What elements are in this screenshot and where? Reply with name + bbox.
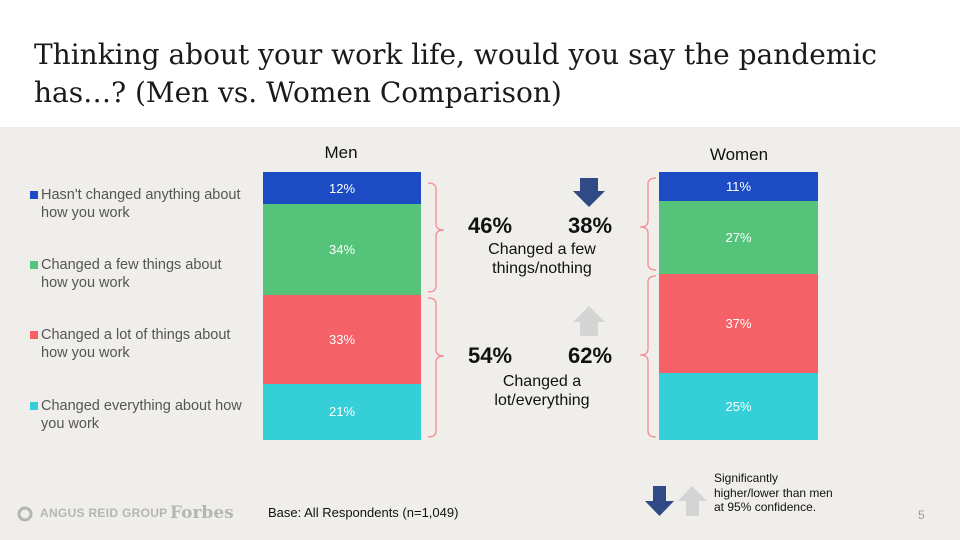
page-number: 5 xyxy=(918,508,925,522)
group2-label-line1: Changed a xyxy=(502,373,582,390)
men-bracket-bottom xyxy=(427,297,445,438)
data-label: 34% xyxy=(328,242,356,258)
data-label: 21% xyxy=(328,404,356,420)
women-bracket-bottom xyxy=(639,275,657,438)
bar-segment: 21% xyxy=(263,383,421,440)
arrow-up-icon xyxy=(573,306,605,336)
bar-segment: 34% xyxy=(263,204,421,296)
forbes-logo: Forbes xyxy=(170,503,234,523)
bar-segment: 11% xyxy=(659,172,818,202)
group2-label: Changed a lot/everything xyxy=(462,372,622,410)
data-label: 27% xyxy=(725,230,752,246)
legend-swatch xyxy=(30,261,38,269)
legend-label: Changed a few things about how you work xyxy=(41,257,222,291)
data-label: 12% xyxy=(328,180,356,196)
angus-reid-logo-icon xyxy=(17,506,33,522)
legend-label: Changed everything about how you work xyxy=(41,398,242,432)
bar-segment: 27% xyxy=(659,201,818,274)
group1-label: Changed a few things/nothing xyxy=(462,240,622,278)
men-group2-total: 54% xyxy=(468,343,513,368)
women-column-title: Women xyxy=(709,145,769,164)
data-label: 33% xyxy=(328,331,356,347)
angus-reid-logo-text: ANGUS REID GROUP xyxy=(40,506,168,520)
men-bracket-top xyxy=(427,182,445,293)
group1-label-line2: things/nothing xyxy=(492,260,592,277)
significance-note: Significantly higher/lower than men at 9… xyxy=(714,471,833,514)
arrow-down-icon xyxy=(573,178,605,207)
data-label: 25% xyxy=(725,399,752,414)
bar-segment: 33% xyxy=(263,295,421,384)
bar-segment: 25% xyxy=(659,373,818,440)
legend-label: Changed a lot of things about how you wo… xyxy=(41,327,231,361)
group2-label-line2: lot/everything xyxy=(494,392,590,409)
group1-label-line1: Changed a few xyxy=(488,241,596,258)
key-arrow-down-icon xyxy=(645,486,674,516)
page-title: Thinking about your work life, would you… xyxy=(34,38,877,109)
legend-label: Hasn't changed anything about how you wo… xyxy=(41,187,241,221)
women-group1-total: 38% xyxy=(568,213,613,238)
legend-swatch xyxy=(30,402,38,410)
data-label: 11% xyxy=(725,179,752,195)
women-bracket-top xyxy=(639,177,657,271)
data-label: 37% xyxy=(725,315,752,331)
bar-segment: 12% xyxy=(263,172,421,205)
women-group2-total: 62% xyxy=(568,343,613,368)
legend-swatch xyxy=(30,191,38,199)
men-group1-total: 46% xyxy=(468,213,513,238)
men-column-title: Men xyxy=(324,143,358,162)
legend-swatch xyxy=(30,331,38,339)
base-note: Base: All Respondents (n=1,049) xyxy=(268,505,459,520)
key-arrow-up-icon xyxy=(678,486,707,516)
bar-segment: 37% xyxy=(659,273,818,373)
